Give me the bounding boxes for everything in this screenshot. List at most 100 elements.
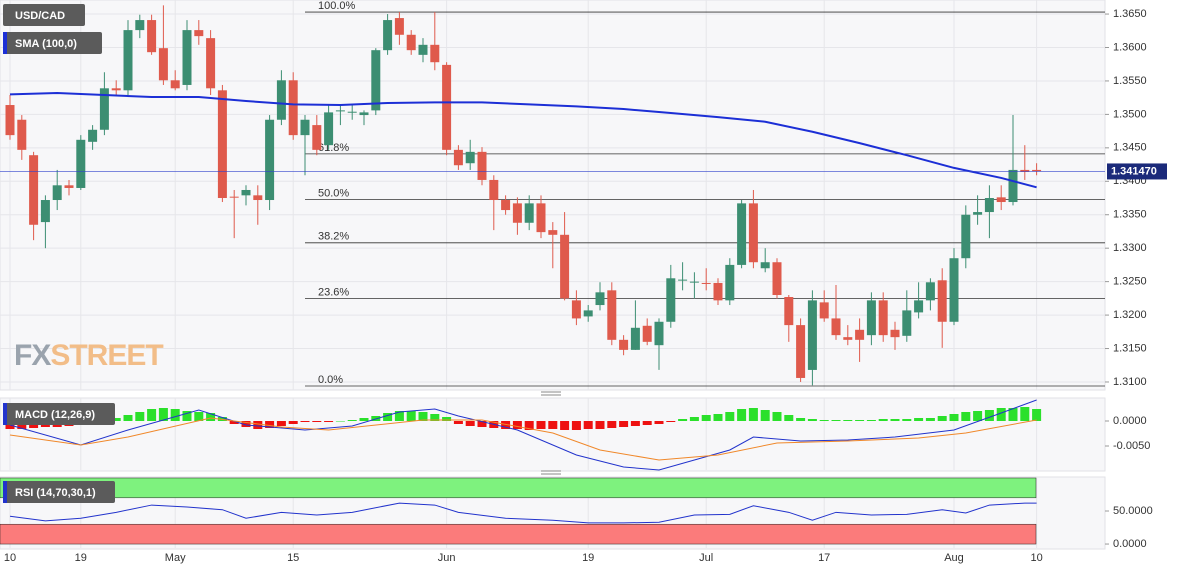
candle-body — [76, 139, 86, 188]
macd-histogram-bar — [619, 421, 629, 427]
candle-body — [819, 302, 829, 319]
fib-label: 0.0% — [318, 374, 343, 386]
x-tick-label: Aug — [944, 552, 964, 564]
macd-tag — [3, 403, 115, 425]
macd-histogram-bar — [383, 413, 393, 421]
macd-histogram-bar — [430, 414, 440, 421]
watermark-street: STREET — [50, 339, 163, 372]
macd-histogram-bar — [229, 421, 239, 424]
macd-line — [9, 417, 1037, 461]
candle-body — [961, 214, 971, 259]
macd-histogram-bar — [265, 421, 275, 428]
macd-histogram-bar — [961, 412, 971, 421]
candle-body — [843, 337, 853, 340]
macd-histogram-bar — [194, 412, 204, 421]
candle-body — [713, 282, 723, 301]
macd-histogram-bar — [831, 420, 841, 421]
candle-body — [29, 155, 39, 225]
candle-body — [442, 64, 452, 150]
macd-histogram-bar — [937, 416, 947, 421]
y-tick-label: 1.3200 — [1113, 309, 1147, 321]
candle-body — [312, 125, 322, 150]
candle-body — [807, 300, 817, 370]
candle-body — [560, 234, 570, 299]
macd-histogram-bar — [560, 421, 570, 430]
sma-tag-stripe — [3, 32, 7, 54]
candle-body — [383, 20, 393, 51]
fib-label: 50.0% — [318, 187, 349, 199]
macd-histogram-bar — [1020, 407, 1030, 421]
x-tick-label: 17 — [818, 552, 830, 564]
macd-histogram-bar — [630, 421, 640, 426]
candle-body — [5, 105, 15, 136]
candle-body — [796, 325, 806, 378]
candle-body — [265, 119, 275, 201]
macd-tag-stripe — [3, 403, 7, 425]
macd-histogram-bar — [548, 421, 558, 429]
y-tick-label: 1.3100 — [1113, 376, 1147, 388]
candle-body — [465, 151, 475, 164]
macd-histogram-bar — [713, 414, 723, 421]
candle-body — [52, 185, 62, 201]
macd-histogram-bar — [796, 418, 806, 421]
macd-histogram-bar — [855, 420, 865, 421]
macd-histogram-bar — [1032, 409, 1042, 421]
last-price-box — [1107, 163, 1167, 180]
candle-body — [288, 80, 298, 136]
macd-panel — [0, 397, 1106, 472]
candle-body — [1008, 169, 1018, 203]
x-tick-label: 10 — [4, 552, 16, 564]
fib-label: 100.0% — [318, 0, 356, 12]
y-tick-label: -0.0050 — [1113, 440, 1150, 452]
candle-body — [630, 327, 640, 350]
y-tick-label: 1.3300 — [1113, 242, 1147, 254]
macd-histogram-bar — [465, 421, 475, 426]
macd-histogram-bar — [418, 412, 428, 421]
y-tick-label: 1.3550 — [1113, 75, 1147, 87]
macd-histogram-bar — [984, 410, 994, 421]
sma-line — [9, 91, 1037, 189]
candle-body — [831, 318, 841, 336]
macd-histogram-bar — [111, 418, 121, 421]
candle-body — [182, 30, 192, 85]
candle-body — [418, 44, 428, 55]
y-tick-label: 0.0000 — [1113, 538, 1147, 550]
macd-histogram-bar — [312, 421, 322, 422]
macd-histogram-bar — [701, 415, 711, 421]
rsi-tag — [3, 481, 115, 503]
candle-body — [866, 300, 876, 336]
rsi-tag-stripe — [3, 481, 7, 503]
candle-body — [666, 278, 676, 322]
macd-histogram-bar — [654, 421, 664, 424]
candle-body — [654, 321, 664, 346]
candle-body — [973, 212, 983, 215]
candle-body — [784, 297, 794, 326]
macd-histogram-bar — [524, 421, 534, 430]
candle-body — [937, 280, 947, 322]
candle-body — [229, 196, 239, 198]
macd-histogram-bar — [1008, 408, 1018, 421]
macd-histogram-bar — [866, 420, 876, 421]
macd-histogram-bar — [241, 421, 251, 427]
macd-histogram-bar — [784, 415, 794, 421]
marks-layer: 10 19 May 15 Jun 19 Jul 17 Aug 10 1.3650 1.3600 1.35… — [0, 0, 1167, 564]
macd-histogram-bar — [914, 418, 924, 421]
candle-body — [99, 88, 109, 130]
macd-histogram-bar — [642, 421, 652, 425]
y-tick-label: 1.3650 — [1113, 8, 1147, 20]
candle-body — [123, 30, 133, 91]
candle-body — [501, 200, 511, 211]
candle-body — [276, 80, 286, 120]
candle-body — [642, 325, 652, 342]
watermark: FXSTREET — [14, 339, 163, 372]
grid-layer — [0, 0, 1105, 548]
candle-body — [170, 80, 180, 89]
candle-body — [335, 110, 345, 112]
candle-body — [524, 203, 534, 223]
candle-body — [925, 282, 935, 301]
candle-body — [194, 30, 204, 37]
candle-body — [489, 179, 499, 201]
candle-body — [701, 282, 711, 284]
candle-body — [347, 111, 357, 113]
x-tick-label: 15 — [287, 552, 299, 564]
